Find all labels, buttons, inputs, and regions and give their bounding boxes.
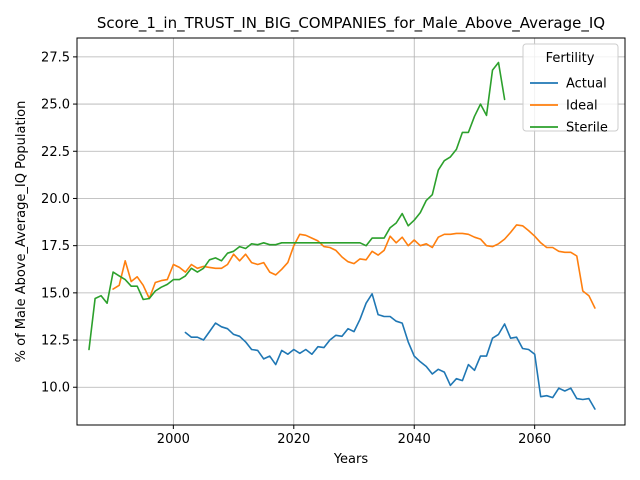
series-line-ideal [112,224,596,309]
chart-title: Score_1_in_TRUST_IN_BIG_COMPANIES_for_Ma… [97,14,605,33]
grid [77,38,625,425]
x-tick-label: 2020 [277,432,310,447]
y-tick-label: 15.0 [41,286,70,301]
y-tick-label: 10.0 [41,381,70,396]
y-tick-label: 17.5 [41,239,70,254]
x-axis-label: Years [333,452,369,467]
series-lines [88,61,596,410]
y-tick-label: 12.5 [41,334,70,349]
legend-items: Actual Ideal Sterile [530,77,608,136]
y-tick-label: 25.0 [41,98,70,113]
series-line-actual [184,292,596,410]
series-line-sterile [88,61,506,351]
x-tick-label: 2060 [518,432,551,447]
x-tick-label: 2040 [398,432,431,447]
legend-label-actual: Actual [566,77,607,92]
legend-label-ideal: Ideal [566,99,598,114]
legend-label-sterile: Sterile [566,121,608,136]
plot-frame [76,37,626,426]
y-tick-label: 22.5 [41,145,70,160]
y-tick-label: 27.5 [41,50,70,65]
y-tick-label: 20.0 [41,192,70,207]
x-tick-label: 2000 [157,432,190,447]
legend: Fertility Actual Ideal Sterile [522,43,619,136]
legend-title: Fertility [546,51,595,66]
legend-frame [522,43,619,132]
axis-ticks: 2000 2020 2040 2060 10.0 12.5 15.0 17.5 20.0 22.5… [41,50,551,447]
y-axis-label: % of Male Above_Average_IQ Population [14,101,29,363]
